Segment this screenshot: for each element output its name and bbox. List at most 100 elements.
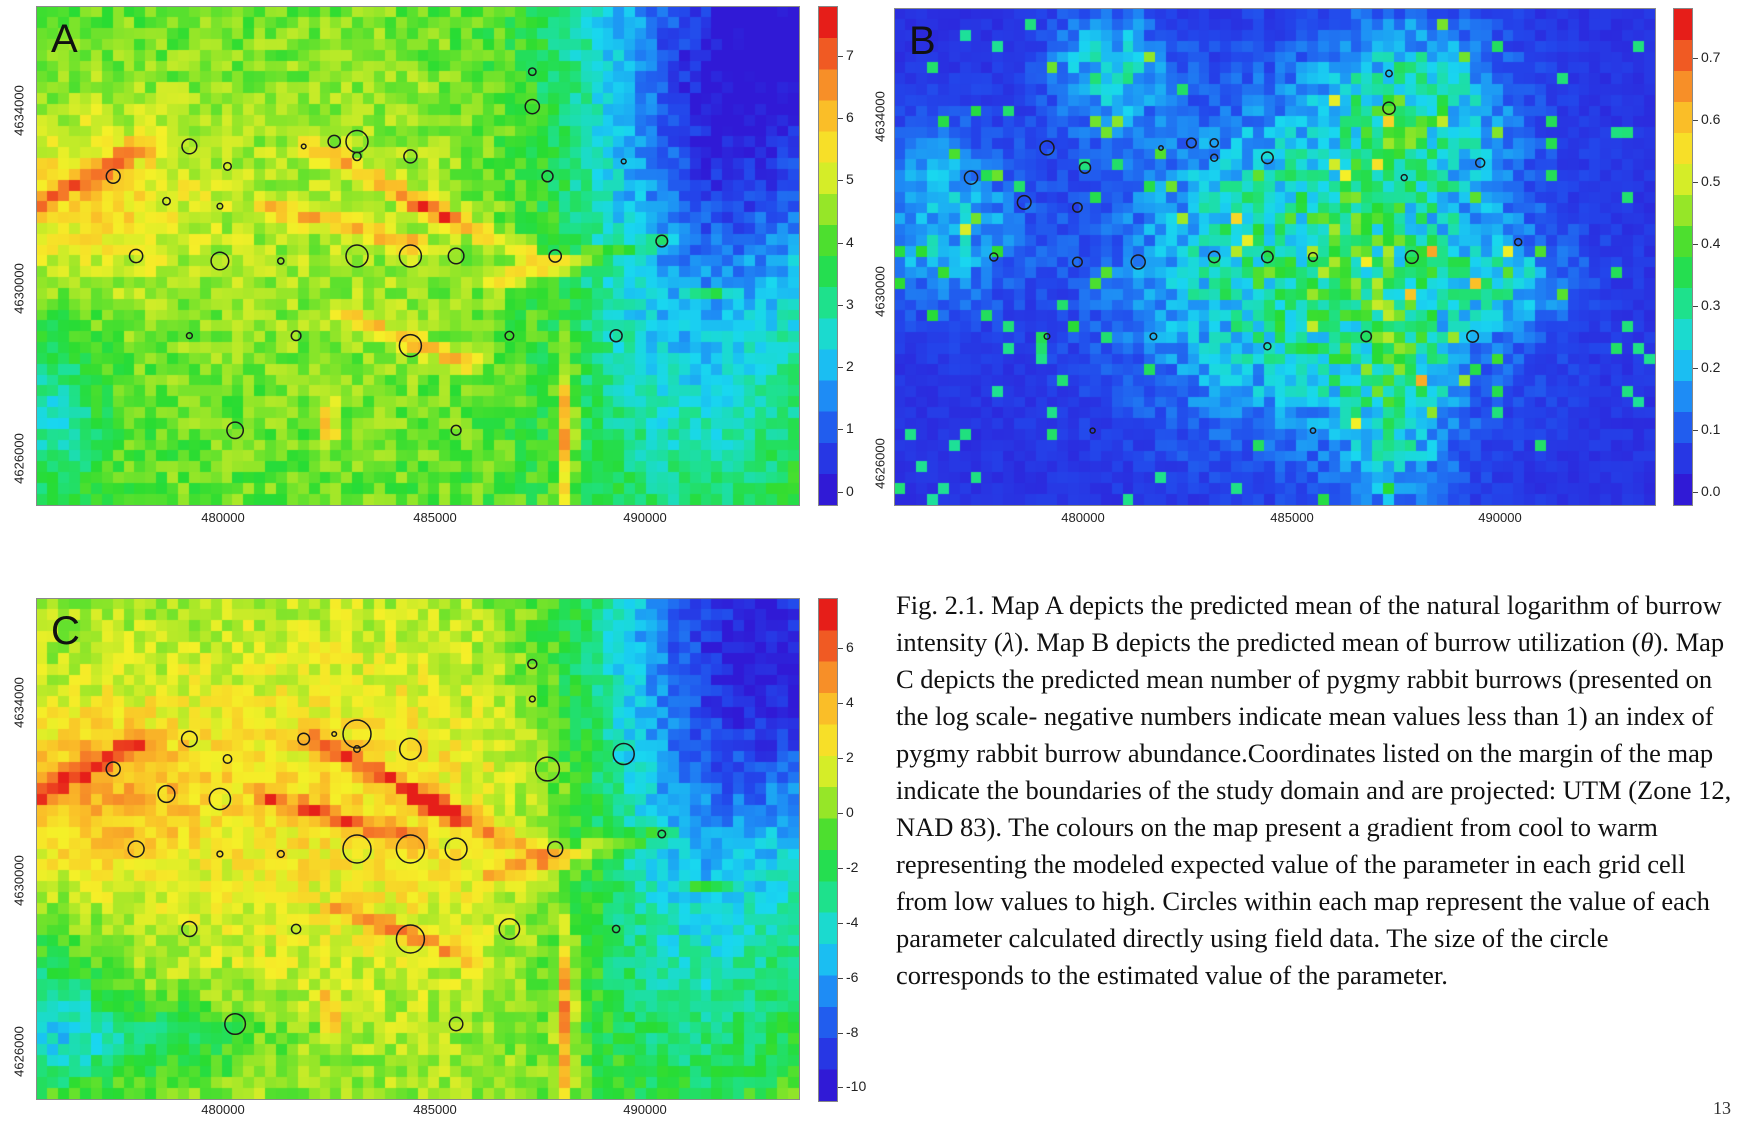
field-data-circle	[1513, 237, 1523, 247]
field-data-circle	[1071, 201, 1083, 213]
colorbar-label: 1	[846, 420, 854, 437]
field-data-circle	[546, 840, 564, 858]
colorbar-tick	[838, 1087, 843, 1089]
field-data-circle	[290, 330, 302, 342]
map-a-xtick: 485000	[413, 510, 457, 525]
colorbar-label: 0.2	[1701, 358, 1721, 375]
field-data-circle	[527, 658, 538, 670]
colorbar-tick	[838, 812, 843, 814]
field-data-circle	[1209, 153, 1219, 163]
map-b-xtick: 480000	[1061, 510, 1105, 525]
colorbar-label: -10	[846, 1078, 867, 1095]
field-data-circle	[1130, 254, 1146, 270]
field-data-circle	[1078, 161, 1092, 174]
map-a-colorbar	[818, 6, 838, 506]
field-data-circle	[1158, 144, 1164, 151]
colorbar-tick	[838, 180, 843, 182]
colorbar-tick	[1693, 119, 1698, 121]
colorbar-label: 0.0	[1701, 482, 1721, 499]
colorbar-label: 4	[846, 233, 854, 250]
colorbar-label: -2	[846, 858, 859, 875]
caption-text-part: ). Map C depicts the predicted mean numb…	[896, 627, 1732, 990]
colorbar-label: 2	[846, 358, 854, 375]
field-data-circle	[1260, 250, 1274, 264]
panel-letter-a: A	[51, 17, 78, 61]
field-data-circle	[611, 924, 621, 934]
field-data-circle	[1385, 69, 1393, 78]
panel-letter-c: C	[51, 609, 80, 653]
map-b-ytick: 4626000	[872, 438, 888, 489]
colorbar-tick	[1693, 305, 1698, 307]
colorbar-tick	[838, 977, 843, 979]
field-data-circle	[128, 248, 144, 264]
field-data-circle	[655, 234, 669, 248]
map-a-ytick: 4630000	[11, 263, 27, 314]
colorbar-label: 7	[846, 46, 854, 63]
field-data-circle	[403, 149, 418, 164]
colorbar-tick	[1693, 491, 1698, 493]
panel-letter-b: B	[909, 19, 936, 63]
map-b-colorbar	[1673, 8, 1693, 506]
field-data-circle	[1309, 427, 1317, 434]
field-data-circle	[1382, 101, 1396, 116]
colorbar-tick	[838, 703, 843, 705]
colorbar-label: 6	[846, 109, 854, 126]
field-data-circle	[105, 761, 121, 777]
field-data-circle	[398, 333, 423, 358]
field-data-circle	[185, 332, 194, 340]
field-data-circle	[181, 138, 198, 155]
map-a-heatmap	[37, 7, 799, 505]
field-data-circle	[1071, 256, 1083, 268]
caption-fig-label: Fig. 2.1.	[896, 590, 985, 620]
map-c-heatmap	[37, 599, 799, 1099]
field-data-circle	[612, 742, 635, 766]
map-c-xtick: 490000	[623, 1102, 667, 1117]
field-data-circle	[395, 834, 426, 864]
colorbar-tick	[838, 491, 843, 493]
field-data-circle	[398, 737, 422, 761]
field-data-circle	[1307, 251, 1319, 263]
field-data-circle	[1263, 342, 1272, 351]
map-a-xtick: 480000	[201, 510, 245, 525]
map-c-ytick: 4630000	[11, 855, 27, 906]
field-data-circle	[447, 247, 465, 265]
colorbar-tick	[838, 648, 843, 650]
caption-text-part: Map A depicts the predicted mean of the …	[896, 590, 1722, 657]
field-data-circle	[398, 244, 423, 268]
field-data-circle	[216, 850, 224, 858]
field-data-circle	[1185, 137, 1197, 149]
field-data-circle	[222, 754, 233, 764]
caption-lambda-symbol: λ	[1002, 627, 1015, 657]
map-b-xtick: 485000	[1270, 510, 1314, 525]
colorbar-tick	[838, 1032, 843, 1034]
field-data-circle	[208, 787, 232, 811]
field-data-circle	[1043, 332, 1051, 340]
colorbar-label: 0.5	[1701, 172, 1721, 189]
colorbar-label: 0.3	[1701, 296, 1721, 313]
colorbar-tick	[838, 429, 843, 431]
map-c-colorbar	[818, 598, 838, 1102]
field-data-circle	[222, 161, 233, 171]
field-data-circle	[342, 719, 372, 749]
colorbar-tick	[838, 55, 843, 57]
map-c-ytick: 4634000	[11, 677, 27, 728]
field-data-circle	[226, 421, 245, 440]
map-c-ytick: 4626000	[11, 1026, 27, 1077]
colorbar-tick	[838, 367, 843, 369]
field-data-circle	[345, 244, 369, 268]
map-a-field-circles	[105, 67, 669, 440]
field-data-circle	[1016, 194, 1032, 210]
field-data-circle	[276, 849, 285, 859]
colorbar-label: 0.1	[1701, 420, 1721, 437]
field-data-circle	[1404, 249, 1419, 265]
map-a-ytick: 4626000	[11, 433, 27, 484]
field-data-circle	[504, 330, 515, 341]
page-number: 13	[1713, 1098, 1731, 1118]
colorbar-tick	[838, 304, 843, 306]
field-data-circle	[353, 745, 361, 753]
map-b-field-circles	[963, 69, 1523, 434]
field-data-circle	[395, 924, 426, 954]
field-data-circle	[444, 837, 468, 861]
field-data-circle	[290, 923, 302, 935]
field-data-circle	[989, 252, 999, 262]
